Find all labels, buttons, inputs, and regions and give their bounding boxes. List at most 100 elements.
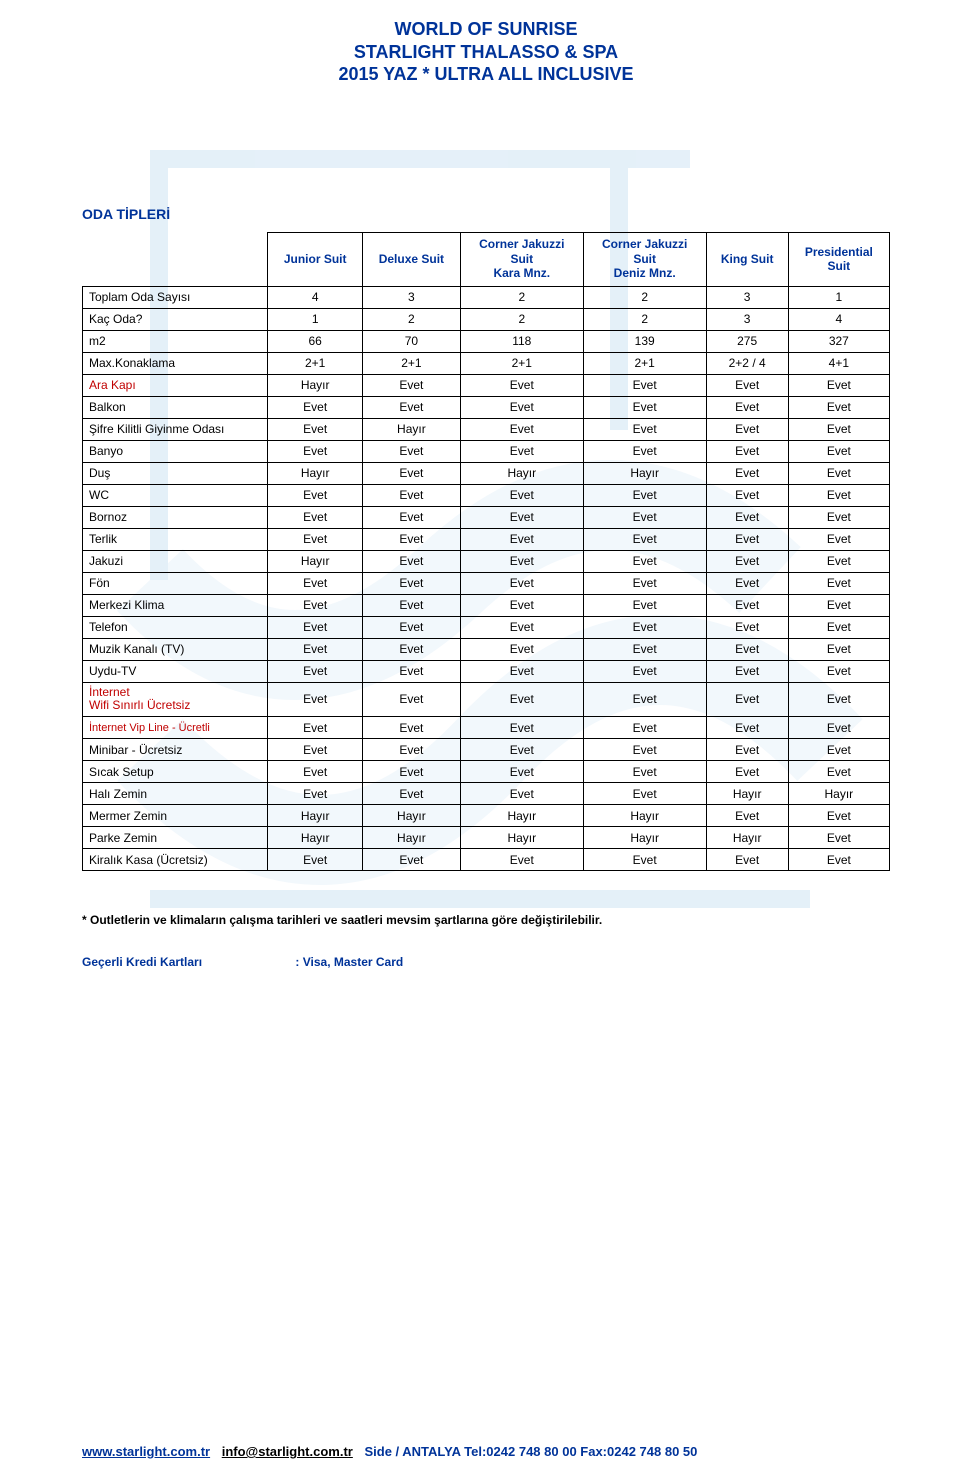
cell-value: Evet bbox=[788, 374, 889, 396]
cell-value: Evet bbox=[362, 761, 460, 783]
cell-value: Evet bbox=[583, 660, 706, 682]
cell-value: Evet bbox=[788, 396, 889, 418]
cell-value: Evet bbox=[268, 396, 363, 418]
cell-value: Evet bbox=[460, 616, 583, 638]
cell-value: Evet bbox=[362, 849, 460, 871]
cell-value: Evet bbox=[706, 682, 788, 717]
column-header: Corner JakuzziSuitDeniz Mnz. bbox=[583, 232, 706, 286]
cell-value: Evet bbox=[460, 484, 583, 506]
cell-value: 4 bbox=[788, 308, 889, 330]
table-row: Mermer ZeminHayırHayırHayırHayırEvetEvet bbox=[83, 805, 890, 827]
cell-value: Evet bbox=[583, 682, 706, 717]
cell-value: 4+1 bbox=[788, 352, 889, 374]
cell-value: Evet bbox=[268, 418, 363, 440]
cell-value: 2+1 bbox=[583, 352, 706, 374]
row-label: Parke Zemin bbox=[83, 827, 268, 849]
cell-value: Evet bbox=[268, 849, 363, 871]
cell-value: Evet bbox=[362, 528, 460, 550]
cell-value: Evet bbox=[583, 849, 706, 871]
table-row: Uydu-TVEvetEvetEvetEvetEvetEvet bbox=[83, 660, 890, 682]
cell-value: 118 bbox=[460, 330, 583, 352]
cell-value: 2+1 bbox=[362, 352, 460, 374]
row-label: Merkezi Klima bbox=[83, 594, 268, 616]
row-label: Toplam Oda Sayısı bbox=[83, 286, 268, 308]
table-row: Ara KapıHayırEvetEvetEvetEvetEvet bbox=[83, 374, 890, 396]
section-heading: ODA TİPLERİ bbox=[82, 206, 890, 222]
cell-value: Evet bbox=[460, 717, 583, 739]
cell-value: Evet bbox=[268, 717, 363, 739]
cell-value: Evet bbox=[706, 805, 788, 827]
credit-cards-value: : Visa, Master Card bbox=[295, 955, 403, 969]
cell-value: Evet bbox=[706, 739, 788, 761]
cell-value: Hayır bbox=[583, 805, 706, 827]
cell-value: Evet bbox=[460, 783, 583, 805]
cell-value: Evet bbox=[583, 550, 706, 572]
table-row: FönEvetEvetEvetEvetEvetEvet bbox=[83, 572, 890, 594]
column-header: Corner JakuzziSuitKara Mnz. bbox=[460, 232, 583, 286]
cell-value: Evet bbox=[706, 462, 788, 484]
cell-value: 1 bbox=[788, 286, 889, 308]
cell-value: Evet bbox=[788, 616, 889, 638]
cell-value: Evet bbox=[362, 396, 460, 418]
row-label: WC bbox=[83, 484, 268, 506]
cell-value: Evet bbox=[362, 484, 460, 506]
row-label: Şifre Kilitli Giyinme Odası bbox=[83, 418, 268, 440]
table-row: Minibar - ÜcretsizEvetEvetEvetEvetEvetEv… bbox=[83, 739, 890, 761]
cell-value: Evet bbox=[706, 717, 788, 739]
row-label: Terlik bbox=[83, 528, 268, 550]
cell-value: Evet bbox=[583, 594, 706, 616]
cell-value: Evet bbox=[583, 717, 706, 739]
cell-value: Evet bbox=[788, 761, 889, 783]
cell-value: 3 bbox=[362, 286, 460, 308]
cell-value: Hayır bbox=[362, 418, 460, 440]
cell-value: Evet bbox=[706, 660, 788, 682]
row-label: Duş bbox=[83, 462, 268, 484]
table-row: WCEvetEvetEvetEvetEvetEvet bbox=[83, 484, 890, 506]
row-label: Telefon bbox=[83, 616, 268, 638]
cell-value: Evet bbox=[583, 396, 706, 418]
cell-value: Evet bbox=[268, 638, 363, 660]
cell-value: 2 bbox=[362, 308, 460, 330]
cell-value: 2+1 bbox=[268, 352, 363, 374]
cell-value: Evet bbox=[460, 682, 583, 717]
cell-value: Hayır bbox=[460, 827, 583, 849]
table-row: BanyoEvetEvetEvetEvetEvetEvet bbox=[83, 440, 890, 462]
row-label: Balkon bbox=[83, 396, 268, 418]
cell-value: Evet bbox=[788, 550, 889, 572]
cell-value: 2 bbox=[583, 286, 706, 308]
cell-value: 2+2 / 4 bbox=[706, 352, 788, 374]
cell-value: Hayır bbox=[268, 550, 363, 572]
cell-value: Hayır bbox=[268, 827, 363, 849]
cell-value: Evet bbox=[788, 805, 889, 827]
table-row: m26670118139275327 bbox=[83, 330, 890, 352]
table-row: Toplam Oda Sayısı432231 bbox=[83, 286, 890, 308]
table-row: TerlikEvetEvetEvetEvetEvetEvet bbox=[83, 528, 890, 550]
row-label: Muzik Kanalı (TV) bbox=[83, 638, 268, 660]
cell-value: Evet bbox=[706, 374, 788, 396]
cell-value: 139 bbox=[583, 330, 706, 352]
cell-value: 3 bbox=[706, 308, 788, 330]
table-row: İnternet Vip Line - ÜcretliEvetEvetEvetE… bbox=[83, 717, 890, 739]
cell-value: Evet bbox=[706, 440, 788, 462]
cell-value: Evet bbox=[583, 616, 706, 638]
column-header: Deluxe Suit bbox=[362, 232, 460, 286]
row-label: İnternetWifi Sınırlı Ücretsiz bbox=[83, 682, 268, 717]
cell-value: Hayır bbox=[460, 805, 583, 827]
cell-value: Evet bbox=[362, 374, 460, 396]
cell-value: Evet bbox=[362, 594, 460, 616]
footer-mail: info@starlight.com.tr bbox=[222, 1444, 353, 1459]
cell-value: Hayır bbox=[362, 827, 460, 849]
footnote: * Outletlerin ve klimaların çalışma tari… bbox=[82, 913, 890, 927]
cell-value: Evet bbox=[583, 638, 706, 660]
credit-cards-label: Geçerli Kredi Kartları bbox=[82, 955, 202, 969]
cell-value: Evet bbox=[460, 418, 583, 440]
cell-value: 2 bbox=[460, 286, 583, 308]
row-label: Sıcak Setup bbox=[83, 761, 268, 783]
cell-value: Evet bbox=[706, 418, 788, 440]
cell-value: Evet bbox=[583, 761, 706, 783]
row-label: Max.Konaklama bbox=[83, 352, 268, 374]
cell-value: Evet bbox=[362, 717, 460, 739]
cell-value: Evet bbox=[460, 374, 583, 396]
cell-value: Evet bbox=[362, 440, 460, 462]
cell-value: Evet bbox=[788, 682, 889, 717]
